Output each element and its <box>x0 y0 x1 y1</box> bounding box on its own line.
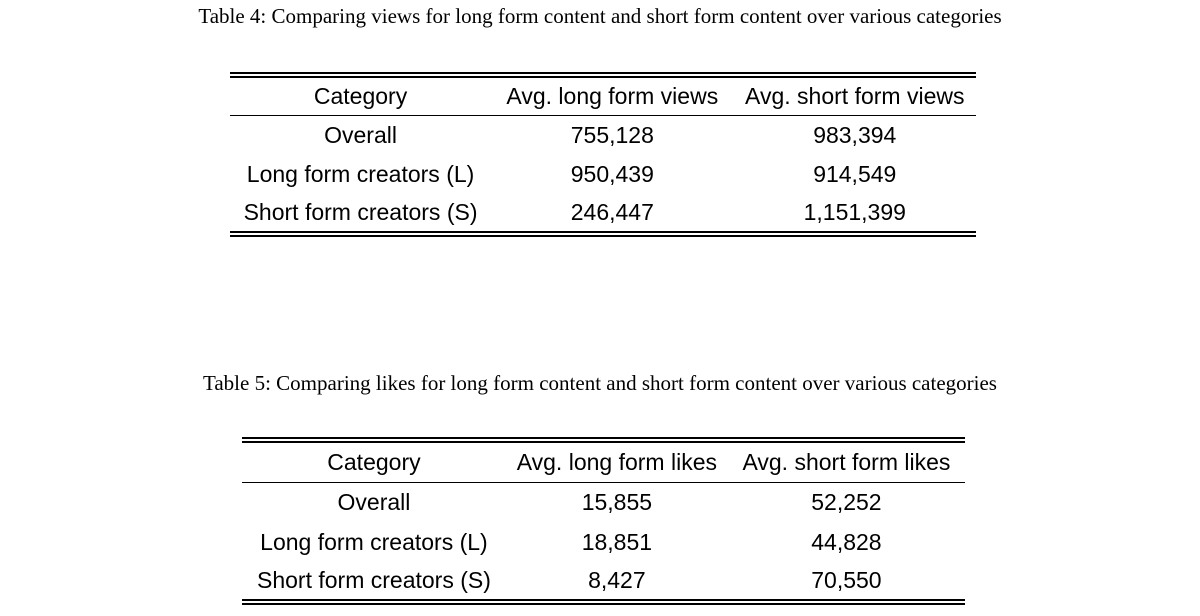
table-cell: 52,252 <box>811 488 882 515</box>
row-label: Overall <box>337 488 411 515</box>
table-row: Overall 15,855 52,252 <box>242 482 965 522</box>
table-cell: 246,447 <box>570 198 654 225</box>
table-5-caption: Table 5: Comparing likes for long form c… <box>203 371 997 395</box>
table-row: Overall 755,128 983,394 <box>230 115 976 155</box>
likes-comparison-table: Category Avg. long form likes Avg. short… <box>242 437 965 605</box>
table-cell: 983,394 <box>813 121 897 148</box>
table-row: Short form creators (S) 246,447 1,151,39… <box>230 194 976 234</box>
table-4-caption: Table 4: Comparing views for long form c… <box>198 4 1002 28</box>
table-cell: 950,439 <box>570 160 654 187</box>
table-cell: 15,855 <box>581 488 653 515</box>
table-header-row: Category Avg. long form views Avg. short… <box>230 75 976 115</box>
column-header-category: Category <box>327 448 421 475</box>
table-cell: 70,550 <box>811 567 882 593</box>
table-row: Long form creators (L) 18,851 44,828 <box>242 522 965 562</box>
column-header-avg-long-form-likes: Avg. long form likes <box>516 448 717 475</box>
column-header-category: Category <box>313 82 408 109</box>
table-cell: 914,549 <box>813 160 897 187</box>
column-header-avg-short-form-likes: Avg. short form likes <box>742 448 951 475</box>
row-label: Short form creators (S) <box>243 198 478 225</box>
table-row: Short form creators (S) 8,427 70,550 <box>242 562 965 602</box>
table-cell: 44,828 <box>811 528 882 555</box>
table-cell: 755,128 <box>570 121 654 148</box>
table-row: Long form creators (L) 950,439 914,549 <box>230 155 976 195</box>
row-label: Long form creators (L) <box>246 160 475 187</box>
row-label: Long form creators (L) <box>260 528 488 555</box>
table-cell: 18,851 <box>581 528 653 555</box>
table-cell: 1,151,399 <box>803 198 906 225</box>
column-header-avg-long-form-views: Avg. long form views <box>506 82 719 109</box>
table-cell: 8,427 <box>588 567 646 593</box>
row-label: Overall <box>324 121 397 148</box>
views-comparison-table: Category Avg. long form views Avg. short… <box>230 72 976 237</box>
row-label: Short form creators (S) <box>257 567 491 593</box>
column-header-avg-short-form-views: Avg. short form views <box>745 82 965 109</box>
table-header-row: Category Avg. long form likes Avg. short… <box>242 440 965 482</box>
